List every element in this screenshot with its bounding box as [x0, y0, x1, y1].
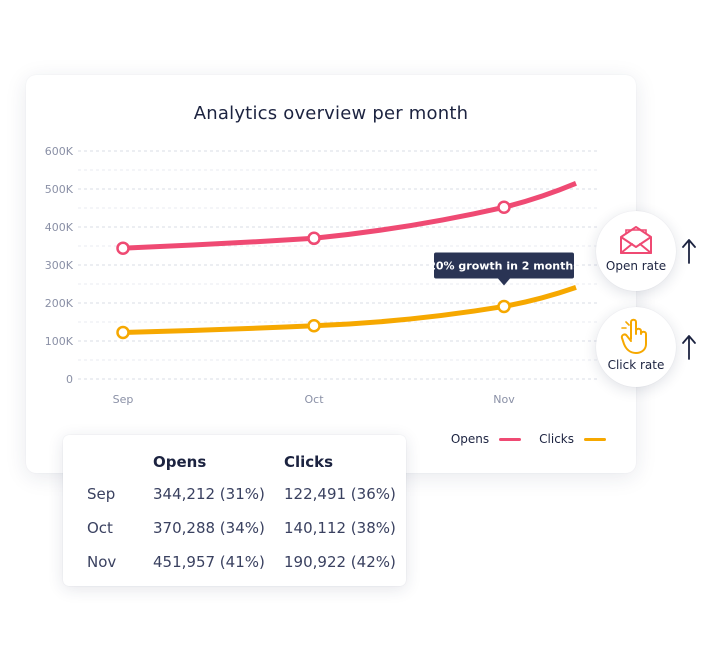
table-cell-clicks: 140,112 (38%)	[284, 519, 396, 537]
click-rate-badge: Click rate	[596, 307, 676, 387]
table-cell-opens: 344,212 (31%)	[153, 485, 265, 503]
x-tick-label: Sep	[113, 393, 134, 406]
click-rate-up-arrow-icon	[681, 334, 697, 364]
data-point-opens	[116, 241, 130, 255]
pointer-hand-icon	[620, 318, 647, 354]
annotation-text: 20% growth in 2 months	[428, 259, 580, 272]
table-header-opens: Opens	[153, 453, 207, 471]
annotation-box	[434, 252, 574, 279]
data-point-clicks	[116, 325, 130, 340]
open-rate-label: Open rate	[605, 259, 667, 273]
stats-table: Opens Clicks Sep 344,212 (31%) 122,491 (…	[63, 435, 406, 579]
table-cell-month: Nov	[87, 553, 117, 571]
table-header-cell	[63, 435, 153, 477]
table-header-clicks: Clicks	[284, 453, 334, 471]
table-cell-clicks: 190,922 (42%)	[284, 553, 396, 571]
data-point-clicks	[307, 319, 321, 333]
data-point-opens	[497, 200, 511, 215]
series-line-clicks	[122, 285, 577, 335]
click-rate-label: Click rate	[607, 358, 665, 372]
legend-item-opens: Opens	[450, 432, 522, 446]
y-tick-label: 200K	[45, 297, 74, 310]
line-chart: 0 100K 200K 300K 400K 500K 600K Sep Oct Nov 20% gr…	[45, 145, 598, 406]
data-point-clicks	[497, 299, 511, 314]
annotation-pointer	[498, 278, 510, 286]
table-cell-month: Oct	[87, 519, 113, 537]
table-header-row: Opens Clicks	[63, 435, 406, 477]
series-line-opens	[122, 180, 577, 251]
legend-swatch-opens	[499, 437, 522, 441]
data-point-opens	[307, 231, 321, 246]
table-cell-month: Sep	[87, 485, 116, 503]
x-tick-label: Nov	[493, 393, 515, 406]
y-tick-label: 600K	[45, 145, 74, 158]
table-row: Nov 451,957 (41%) 190,922 (42%)	[63, 545, 406, 579]
chart-card: Analytics overview per month 0 100K 200K 30…	[26, 75, 636, 473]
legend-item-clicks: Clicks	[539, 432, 606, 446]
table-row: Oct 370,288 (34%) 140,112 (38%)	[63, 511, 406, 545]
open-rate-badge: Open rate	[596, 211, 676, 291]
table-row: Sep 344,212 (31%) 122,491 (36%)	[63, 477, 406, 511]
y-tick-label: 400K	[45, 221, 74, 234]
y-tick-label: 500K	[45, 183, 74, 196]
chart-legend: Opens Clicks	[451, 432, 606, 446]
envelope-icon	[620, 226, 652, 254]
open-rate-up-arrow-icon	[681, 238, 697, 268]
legend-swatch-clicks	[584, 437, 606, 441]
y-tick-label: 0	[66, 373, 73, 386]
legend-label-opens: Opens	[450, 432, 490, 446]
x-tick-label: Oct	[304, 393, 324, 406]
y-tick-label: 100K	[45, 335, 74, 348]
chart-title: Analytics overview per month	[193, 103, 469, 124]
stats-table-card: Opens Clicks Sep 344,212 (31%) 122,491 (…	[63, 435, 406, 586]
table-cell-clicks: 122,491 (36%)	[284, 485, 396, 503]
table-cell-opens: 370,288 (34%)	[153, 519, 265, 537]
table-cell-opens: 451,957 (41%)	[153, 553, 265, 571]
y-tick-label: 300K	[45, 259, 74, 272]
legend-label-clicks: Clicks	[539, 432, 574, 446]
